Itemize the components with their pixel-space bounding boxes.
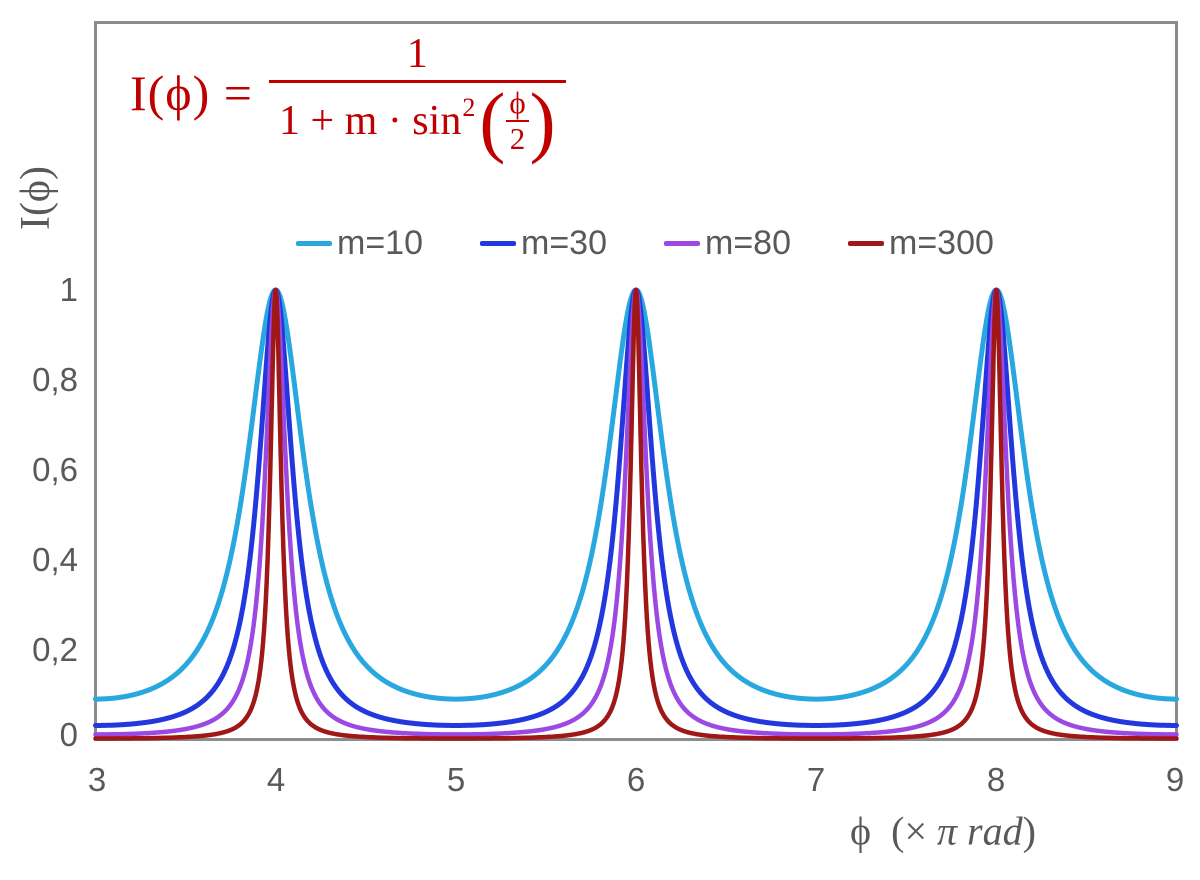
y-tick-label: 0,4	[32, 541, 78, 578]
legend-label-m10: m=10	[337, 224, 423, 262]
x-tick-label: 3	[87, 761, 107, 798]
curve-m80	[93, 287, 1179, 737]
formula-exponent: 2	[462, 93, 476, 123]
legend-item-m10: m=10	[296, 224, 423, 263]
formula-numerator: 1	[406, 31, 428, 77]
formula-inner-fraction: ϕ 2	[506, 86, 529, 156]
legend-label-m30: m=30	[521, 224, 607, 262]
legend-item-m80: m=80	[664, 224, 791, 263]
x-tick-label: 7	[806, 761, 826, 798]
legend-swatch-m10	[296, 241, 332, 246]
x-tick-label: 9	[1165, 761, 1185, 798]
x-tick-label: 8	[986, 761, 1006, 798]
x-axis-title: ϕ (× π rad)	[850, 808, 1036, 855]
y-tick-label: 0	[59, 716, 78, 753]
formula-denominator: 1 + m · sin 2 ( ϕ 2 )	[268, 75, 566, 165]
x-tick-label: 6	[626, 761, 646, 798]
curve-m30	[93, 287, 1179, 728]
y-tick-label: 1	[59, 271, 78, 308]
close-paren: )	[529, 75, 556, 165]
x-axis-title-units: π rad	[937, 808, 1023, 854]
curve-m300	[93, 287, 1179, 741]
legend-item-m30: m=30	[480, 224, 607, 263]
x-tick-label: 5	[446, 761, 466, 798]
legend-swatch-m80	[664, 241, 700, 246]
legend-item-m300: m=300	[848, 224, 994, 263]
x-axis-title-phi: ϕ	[850, 808, 872, 854]
inner-numerator: ϕ	[506, 86, 529, 122]
open-paren: (	[479, 75, 506, 165]
legend-swatch-m300	[848, 241, 884, 246]
x-tick-label: 4	[266, 761, 286, 798]
inner-denominator: 2	[509, 120, 526, 156]
legend-label-m80: m=80	[705, 224, 791, 262]
x-axis-title-open: (×	[891, 808, 928, 854]
x-axis-title-close: )	[1022, 808, 1036, 854]
formula-lhs: I(ϕ) =	[130, 64, 253, 121]
legend-swatch-m30	[480, 241, 516, 246]
formula-fraction: 1 1 + m · sin 2 ( ϕ 2 )	[268, 30, 566, 165]
y-axis-title: I(ϕ)	[13, 165, 59, 231]
plot-area-frame	[94, 21, 1178, 741]
legend: m=10 m=30 m=80 m=300	[296, 224, 994, 263]
y-tick-label: 0,6	[32, 451, 78, 488]
formula-denominator-text: 1 + m · sin	[278, 97, 462, 144]
legend-label-m300: m=300	[889, 224, 994, 262]
y-tick-label: 0,8	[32, 361, 78, 398]
formula: I(ϕ) = 1 1 + m · sin 2 ( ϕ 2 )	[130, 30, 566, 165]
y-tick-label: 0,2	[32, 631, 78, 668]
